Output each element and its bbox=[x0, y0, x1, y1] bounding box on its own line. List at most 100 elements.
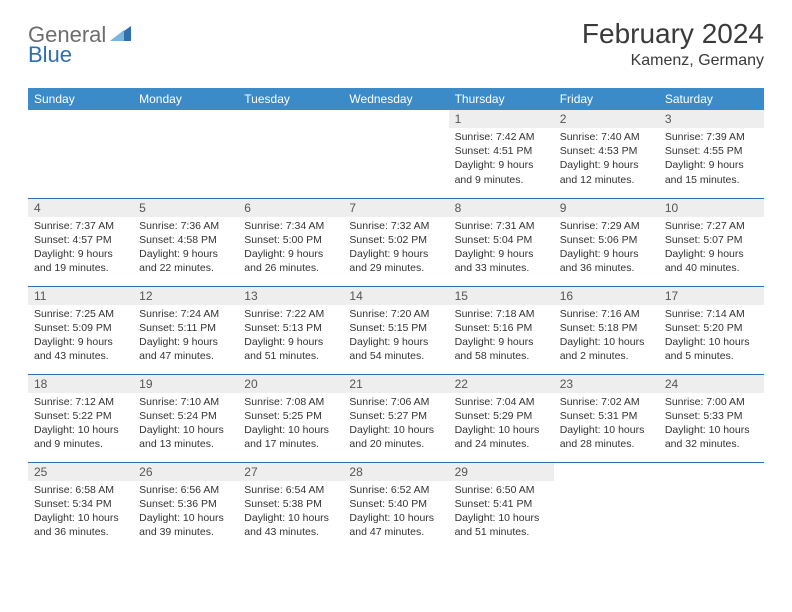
sunset-text: Sunset: 5:40 PM bbox=[349, 497, 442, 511]
sunrise-text: Sunrise: 7:18 AM bbox=[455, 307, 548, 321]
sunset-text: Sunset: 5:09 PM bbox=[34, 321, 127, 335]
day-details: Sunrise: 7:04 AMSunset: 5:29 PMDaylight:… bbox=[449, 393, 554, 456]
sunrise-text: Sunrise: 6:50 AM bbox=[455, 483, 548, 497]
daylight-text: Daylight: 10 hours bbox=[139, 423, 232, 437]
day-details: Sunrise: 7:06 AMSunset: 5:27 PMDaylight:… bbox=[343, 393, 448, 456]
daylight-text: Daylight: 10 hours bbox=[349, 423, 442, 437]
day-details: Sunrise: 7:14 AMSunset: 5:20 PMDaylight:… bbox=[659, 305, 764, 368]
calendar-cell: 10Sunrise: 7:27 AMSunset: 5:07 PMDayligh… bbox=[659, 198, 764, 286]
sunrise-text: Sunrise: 7:42 AM bbox=[455, 130, 548, 144]
sunrise-text: Sunrise: 6:52 AM bbox=[349, 483, 442, 497]
daylight-text: Daylight: 10 hours bbox=[560, 335, 653, 349]
daylight-text: Daylight: 9 hours bbox=[139, 335, 232, 349]
day-number: 18 bbox=[28, 375, 133, 393]
daylight-text: Daylight: 10 hours bbox=[244, 511, 337, 525]
sunrise-text: Sunrise: 7:37 AM bbox=[34, 219, 127, 233]
sunset-text: Sunset: 5:02 PM bbox=[349, 233, 442, 247]
day-details: Sunrise: 7:27 AMSunset: 5:07 PMDaylight:… bbox=[659, 217, 764, 280]
sunset-text: Sunset: 5:13 PM bbox=[244, 321, 337, 335]
sunset-text: Sunset: 5:00 PM bbox=[244, 233, 337, 247]
weekday-header-row: Sunday Monday Tuesday Wednesday Thursday… bbox=[28, 88, 764, 110]
daylight-text: and 9 minutes. bbox=[34, 437, 127, 451]
logo-sail-icon bbox=[110, 24, 132, 47]
day-number: 14 bbox=[343, 287, 448, 305]
sunset-text: Sunset: 5:27 PM bbox=[349, 409, 442, 423]
sunset-text: Sunset: 5:07 PM bbox=[665, 233, 758, 247]
daylight-text: and 22 minutes. bbox=[139, 261, 232, 275]
daylight-text: Daylight: 9 hours bbox=[244, 335, 337, 349]
daylight-text: and 43 minutes. bbox=[34, 349, 127, 363]
sunset-text: Sunset: 5:41 PM bbox=[455, 497, 548, 511]
day-number: 2 bbox=[554, 110, 659, 128]
daylight-text: Daylight: 9 hours bbox=[455, 158, 548, 172]
daylight-text: and 40 minutes. bbox=[665, 261, 758, 275]
day-number: 7 bbox=[343, 199, 448, 217]
weekday-header: Friday bbox=[554, 88, 659, 110]
sunrise-text: Sunrise: 7:27 AM bbox=[665, 219, 758, 233]
day-details: Sunrise: 6:52 AMSunset: 5:40 PMDaylight:… bbox=[343, 481, 448, 544]
day-number: 26 bbox=[133, 463, 238, 481]
weekday-header: Saturday bbox=[659, 88, 764, 110]
sunrise-text: Sunrise: 6:54 AM bbox=[244, 483, 337, 497]
sunrise-text: Sunrise: 7:20 AM bbox=[349, 307, 442, 321]
day-details: Sunrise: 6:50 AMSunset: 5:41 PMDaylight:… bbox=[449, 481, 554, 544]
sunset-text: Sunset: 5:15 PM bbox=[349, 321, 442, 335]
calendar-cell: 28Sunrise: 6:52 AMSunset: 5:40 PMDayligh… bbox=[343, 462, 448, 550]
sunset-text: Sunset: 5:11 PM bbox=[139, 321, 232, 335]
calendar-cell: 1Sunrise: 7:42 AMSunset: 4:51 PMDaylight… bbox=[449, 110, 554, 198]
daylight-text: Daylight: 9 hours bbox=[665, 247, 758, 261]
calendar-cell: 22Sunrise: 7:04 AMSunset: 5:29 PMDayligh… bbox=[449, 374, 554, 462]
calendar-week-row: 1Sunrise: 7:42 AMSunset: 4:51 PMDaylight… bbox=[28, 110, 764, 198]
calendar-cell bbox=[238, 110, 343, 198]
sunrise-text: Sunrise: 6:56 AM bbox=[139, 483, 232, 497]
sunset-text: Sunset: 5:04 PM bbox=[455, 233, 548, 247]
sunset-text: Sunset: 5:34 PM bbox=[34, 497, 127, 511]
sunset-text: Sunset: 5:22 PM bbox=[34, 409, 127, 423]
calendar-cell: 25Sunrise: 6:58 AMSunset: 5:34 PMDayligh… bbox=[28, 462, 133, 550]
sunset-text: Sunset: 5:06 PM bbox=[560, 233, 653, 247]
sunrise-text: Sunrise: 7:12 AM bbox=[34, 395, 127, 409]
day-details: Sunrise: 7:12 AMSunset: 5:22 PMDaylight:… bbox=[28, 393, 133, 456]
day-details: Sunrise: 7:42 AMSunset: 4:51 PMDaylight:… bbox=[449, 128, 554, 191]
daylight-text: Daylight: 10 hours bbox=[455, 511, 548, 525]
day-details: Sunrise: 7:10 AMSunset: 5:24 PMDaylight:… bbox=[133, 393, 238, 456]
day-number: 22 bbox=[449, 375, 554, 393]
calendar-cell: 21Sunrise: 7:06 AMSunset: 5:27 PMDayligh… bbox=[343, 374, 448, 462]
calendar-cell: 18Sunrise: 7:12 AMSunset: 5:22 PMDayligh… bbox=[28, 374, 133, 462]
sunrise-text: Sunrise: 7:08 AM bbox=[244, 395, 337, 409]
day-details: Sunrise: 7:16 AMSunset: 5:18 PMDaylight:… bbox=[554, 305, 659, 368]
calendar-cell: 12Sunrise: 7:24 AMSunset: 5:11 PMDayligh… bbox=[133, 286, 238, 374]
sunset-text: Sunset: 5:33 PM bbox=[665, 409, 758, 423]
daylight-text: and 15 minutes. bbox=[665, 173, 758, 187]
day-details: Sunrise: 7:02 AMSunset: 5:31 PMDaylight:… bbox=[554, 393, 659, 456]
daylight-text: Daylight: 9 hours bbox=[560, 158, 653, 172]
daylight-text: and 12 minutes. bbox=[560, 173, 653, 187]
daylight-text: and 51 minutes. bbox=[455, 525, 548, 539]
sunrise-text: Sunrise: 7:06 AM bbox=[349, 395, 442, 409]
calendar-cell: 23Sunrise: 7:02 AMSunset: 5:31 PMDayligh… bbox=[554, 374, 659, 462]
daylight-text: Daylight: 10 hours bbox=[244, 423, 337, 437]
sunset-text: Sunset: 5:31 PM bbox=[560, 409, 653, 423]
weekday-header: Monday bbox=[133, 88, 238, 110]
day-details: Sunrise: 7:31 AMSunset: 5:04 PMDaylight:… bbox=[449, 217, 554, 280]
calendar-week-row: 4Sunrise: 7:37 AMSunset: 4:57 PMDaylight… bbox=[28, 198, 764, 286]
daylight-text: Daylight: 10 hours bbox=[560, 423, 653, 437]
calendar-cell: 15Sunrise: 7:18 AMSunset: 5:16 PMDayligh… bbox=[449, 286, 554, 374]
day-number: 11 bbox=[28, 287, 133, 305]
sunset-text: Sunset: 5:18 PM bbox=[560, 321, 653, 335]
day-number: 16 bbox=[554, 287, 659, 305]
month-title: February 2024 bbox=[582, 18, 764, 50]
daylight-text: and 39 minutes. bbox=[139, 525, 232, 539]
daylight-text: and 43 minutes. bbox=[244, 525, 337, 539]
daylight-text: and 9 minutes. bbox=[455, 173, 548, 187]
calendar-cell: 5Sunrise: 7:36 AMSunset: 4:58 PMDaylight… bbox=[133, 198, 238, 286]
calendar-cell: 27Sunrise: 6:54 AMSunset: 5:38 PMDayligh… bbox=[238, 462, 343, 550]
sunset-text: Sunset: 4:58 PM bbox=[139, 233, 232, 247]
daylight-text: and 36 minutes. bbox=[34, 525, 127, 539]
day-number: 23 bbox=[554, 375, 659, 393]
sunset-text: Sunset: 5:16 PM bbox=[455, 321, 548, 335]
daylight-text: and 33 minutes. bbox=[455, 261, 548, 275]
day-number: 19 bbox=[133, 375, 238, 393]
daylight-text: Daylight: 9 hours bbox=[34, 335, 127, 349]
day-details: Sunrise: 7:24 AMSunset: 5:11 PMDaylight:… bbox=[133, 305, 238, 368]
